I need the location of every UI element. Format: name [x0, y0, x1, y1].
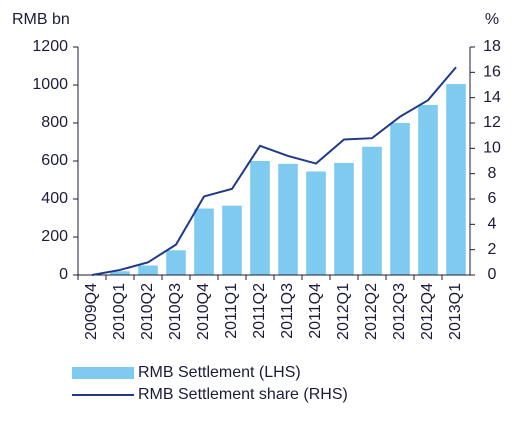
y2-tick-label: 0	[488, 266, 497, 283]
y-tick-label: 800	[41, 114, 68, 131]
bar	[278, 163, 298, 275]
x-tick-label: 2010Q2	[139, 283, 156, 340]
y2-tick-label: 2	[488, 241, 497, 258]
y2-tick-label: 10	[483, 140, 501, 157]
bar	[166, 250, 186, 275]
bar	[334, 162, 354, 275]
legend-label: RMB Settlement (LHS)	[138, 364, 301, 381]
x-tick-label: 2011Q4	[307, 283, 324, 339]
bar	[194, 208, 214, 275]
bar	[362, 146, 382, 275]
x-tick-label: 2012Q1	[335, 283, 352, 340]
y-tick-label: 200	[41, 228, 68, 245]
bar	[138, 265, 158, 275]
y-tick-label: 1200	[32, 38, 68, 55]
line	[91, 66, 457, 276]
x-tick-label: 2012Q3	[391, 283, 408, 340]
bar	[390, 123, 410, 275]
bar	[306, 171, 326, 275]
bar	[250, 161, 270, 275]
y2-axis-label: %	[485, 11, 499, 28]
legend-swatch	[72, 367, 134, 379]
bar	[446, 84, 466, 275]
bar	[110, 271, 130, 275]
y-tick-label: 600	[41, 152, 68, 169]
y2-tick-label: 6	[488, 190, 497, 207]
x-tick-label: 2013Q1	[447, 283, 464, 340]
y2-tick-label: 8	[488, 165, 497, 182]
x-tick-label: 2011Q3	[279, 283, 296, 339]
y-tick-label: 1000	[32, 76, 68, 93]
bar	[222, 205, 242, 275]
y-axis-label: RMB bn	[12, 11, 70, 28]
y2-tick-label: 4	[488, 216, 497, 233]
x-tick-label: 2012Q2	[363, 283, 380, 340]
bar	[418, 104, 438, 275]
x-tick-label: 2010Q1	[111, 283, 128, 340]
x-tick-label: 2010Q3	[167, 283, 184, 340]
x-tick-label: 2011Q1	[223, 283, 240, 339]
y-tick-label: 0	[59, 266, 68, 283]
legend-label: RMB Settlement share (RHS)	[138, 386, 348, 403]
x-tick-label: 2011Q2	[251, 283, 268, 339]
x-tick-label: 2009Q4	[83, 283, 100, 340]
y2-tick-label: 16	[483, 64, 501, 81]
y-tick-label: 400	[41, 190, 68, 207]
y2-tick-label: 18	[483, 38, 501, 55]
y2-tick-label: 12	[483, 114, 501, 131]
x-tick-label: 2010Q4	[195, 283, 212, 340]
x-tick-label: 2012Q4	[419, 283, 436, 340]
y2-tick-label: 14	[483, 89, 501, 106]
